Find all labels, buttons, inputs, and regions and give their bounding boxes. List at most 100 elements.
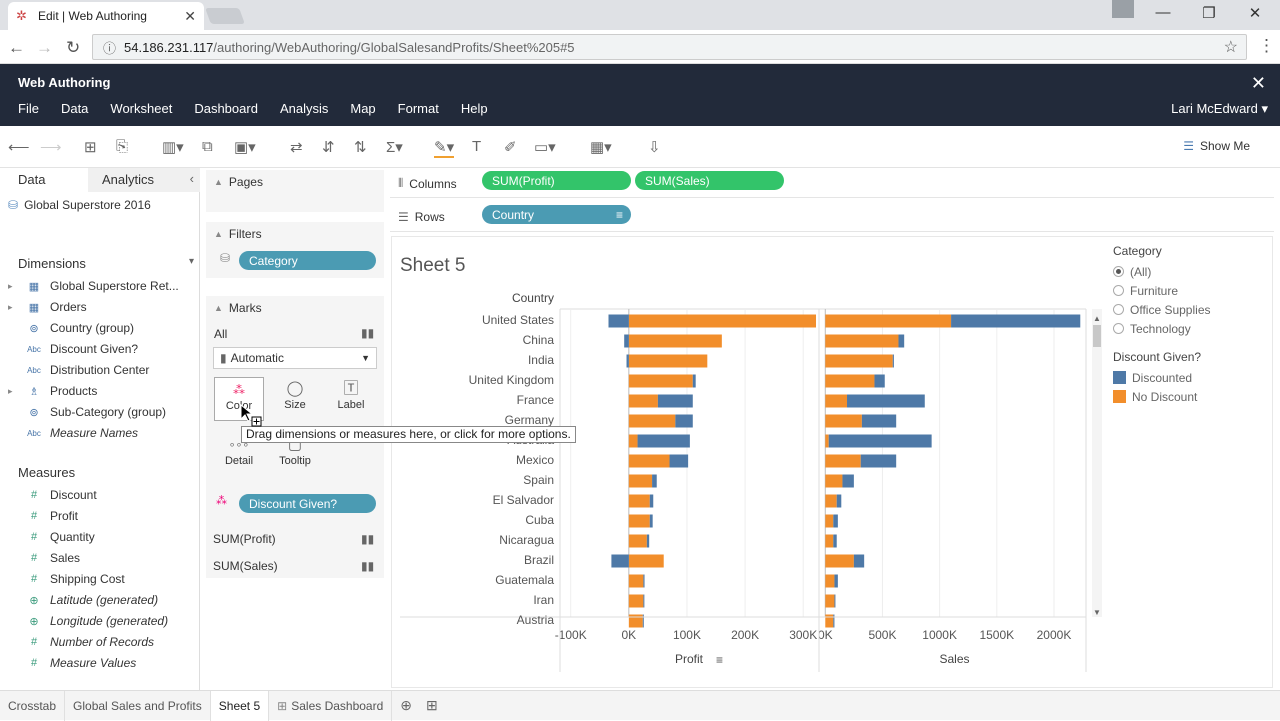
- close-tab-icon[interactable]: ✕: [184, 7, 196, 24]
- collapse-pages-icon[interactable]: ▲: [214, 177, 223, 187]
- new-datasource-icon[interactable]: ⊞: [84, 139, 97, 156]
- discount-given-color-pill[interactable]: Discount Given?: [239, 494, 376, 513]
- bar-chart[interactable]: Country -100K 0K 100K 200K 300K Profit 0K 500K 10…: [392, 287, 1104, 687]
- sum-profit-marks[interactable]: SUM(Profit): [213, 532, 276, 546]
- measure-field[interactable]: # Profit: [0, 506, 78, 526]
- sum-sales-marks[interactable]: SUM(Sales): [213, 559, 278, 573]
- close-authoring-icon[interactable]: ✕: [1250, 73, 1266, 93]
- collapse-filters-icon[interactable]: ▲: [214, 229, 223, 239]
- clear-sheet-icon[interactable]: ▣▾: [234, 139, 256, 156]
- dimension-field[interactable]: ▸ ▦ Global Superstore Ret...: [0, 276, 179, 296]
- category-filter-pill[interactable]: Category: [239, 251, 376, 270]
- redo-icon[interactable]: ⟶: [40, 139, 62, 156]
- dimension-field[interactable]: Abc Discount Given?: [0, 339, 138, 359]
- show-labels-icon[interactable]: T: [472, 138, 482, 155]
- tab-analytics[interactable]: Analytics ‹: [88, 168, 200, 192]
- expand-icon[interactable]: ▸: [8, 280, 13, 291]
- filters-card[interactable]: ▲ Filters ⛁ Category: [206, 222, 384, 278]
- menu-file[interactable]: File: [18, 101, 39, 116]
- url-input[interactable]: ⓘ 54.186.231.117/authoring/WebAuthoring/…: [92, 34, 1247, 60]
- measure-field[interactable]: # Discount: [0, 485, 97, 505]
- user-menu[interactable]: Lari McEdward ▾: [1171, 101, 1268, 116]
- presentation-icon[interactable]: ▦▾: [590, 139, 612, 156]
- menu-data[interactable]: Data: [60, 101, 89, 116]
- sum-profit-pill[interactable]: SUM(Profit): [482, 171, 631, 190]
- expand-icon[interactable]: ▸: [8, 301, 13, 312]
- country-row-pill[interactable]: Country ≡: [482, 205, 631, 224]
- tab-crosstab[interactable]: Crosstab: [0, 690, 66, 721]
- profile-icon[interactable]: [1112, 0, 1134, 18]
- measure-field[interactable]: # Shipping Cost: [0, 569, 125, 589]
- format-icon[interactable]: ✐: [504, 139, 517, 156]
- measure-field[interactable]: # Number of Records: [0, 632, 154, 652]
- tab-sales-dashboard[interactable]: ⊞ Sales Dashboard: [269, 690, 393, 721]
- measure-field[interactable]: # Measure Values: [0, 653, 136, 673]
- duplicate-sheet-icon[interactable]: ⧉: [202, 138, 213, 155]
- swap-icon[interactable]: ⇄: [290, 139, 303, 156]
- measure-field[interactable]: ⊕ Longitude (generated): [0, 611, 168, 631]
- menu-help[interactable]: Help: [460, 101, 488, 116]
- category-option-office-supplies[interactable]: Office Supplies: [1113, 300, 1211, 319]
- tab-data[interactable]: Data: [18, 172, 46, 187]
- sum-sales-pill[interactable]: SUM(Sales): [635, 171, 784, 190]
- pause-updates-icon[interactable]: ⎘: [116, 138, 129, 155]
- dimension-field[interactable]: Abc Distribution Center: [0, 360, 149, 380]
- sort-descending-icon[interactable]: ⇅: [354, 139, 367, 156]
- dimension-field[interactable]: ⊚ Country (group): [0, 318, 134, 338]
- size-button[interactable]: ◯ Size: [270, 377, 320, 421]
- bar-profit-no-discount: [628, 574, 644, 588]
- legend-discounted[interactable]: Discounted: [1113, 368, 1211, 387]
- legend-no-discount[interactable]: No Discount: [1113, 387, 1211, 406]
- new-worksheet-icon[interactable]: ▥▾: [162, 139, 184, 156]
- download-icon[interactable]: ⇩: [648, 139, 661, 156]
- highlight-icon[interactable]: ✎▾: [434, 139, 455, 158]
- new-worksheet-tab-icon[interactable]: ⊕: [400, 697, 413, 713]
- datasource-item[interactable]: ⛁ Global Superstore 2016: [8, 198, 151, 212]
- label-button[interactable]: 🅃 Label: [326, 377, 376, 421]
- collapse-pane-icon[interactable]: ‹: [189, 171, 194, 186]
- window-close-icon[interactable]: ✕: [1248, 5, 1262, 22]
- tab-global-sales-and-profits[interactable]: Global Sales and Profits: [65, 690, 211, 721]
- measure-field[interactable]: # Sales: [0, 548, 80, 568]
- dimension-field[interactable]: Abc Measure Names: [0, 423, 138, 443]
- back-icon[interactable]: ←: [8, 38, 25, 57]
- info-icon[interactable]: ⓘ: [103, 40, 117, 56]
- dimension-field[interactable]: ▸ ▦ Orders: [0, 297, 87, 317]
- menu-format[interactable]: Format: [397, 101, 439, 116]
- category-option-furniture[interactable]: Furniture: [1113, 281, 1211, 300]
- category-option-technology[interactable]: Technology: [1113, 319, 1211, 338]
- columns-shelf[interactable]: ⦀ Columns SUM(Profit) SUM(Sales): [390, 168, 1274, 198]
- dimensions-header[interactable]: Dimensions ▾: [18, 256, 194, 271]
- sort-indicator-icon[interactable]: ≡: [615, 207, 623, 222]
- menu-analysis[interactable]: Analysis: [279, 101, 329, 116]
- dimension-field[interactable]: ▸ ♗ Products: [0, 381, 97, 401]
- expand-icon[interactable]: ▸: [8, 385, 13, 396]
- browser-menu-icon[interactable]: ⋮: [1258, 36, 1275, 55]
- measure-field[interactable]: ⊕ Latitude (generated): [0, 590, 158, 610]
- browser-tab[interactable]: ✲ Edit | Web Authoring ✕: [8, 2, 204, 30]
- tab-sheet-5[interactable]: Sheet 5: [210, 690, 270, 721]
- mark-type-select[interactable]: ▮ Automatic ▼: [213, 347, 377, 369]
- minimize-icon[interactable]: —: [1155, 4, 1171, 21]
- forward-icon[interactable]: →: [36, 38, 53, 57]
- totals-icon[interactable]: Σ▾: [386, 139, 403, 156]
- menu-dashboard[interactable]: Dashboard: [194, 101, 258, 116]
- rows-shelf[interactable]: ☰ Rows Country ≡: [390, 202, 1274, 232]
- category-option-all[interactable]: (All): [1113, 262, 1211, 281]
- dimensions-menu-icon[interactable]: ▾: [188, 256, 194, 267]
- menu-map[interactable]: Map: [350, 101, 376, 116]
- pages-card[interactable]: ▲ Pages: [206, 170, 384, 212]
- menu-worksheet[interactable]: Worksheet: [110, 101, 173, 116]
- new-tab-button[interactable]: [205, 8, 245, 24]
- fit-icon[interactable]: ▭▾: [534, 139, 556, 156]
- collapse-marks-icon[interactable]: ▲: [214, 303, 223, 313]
- undo-icon[interactable]: ⟵: [8, 139, 30, 156]
- measure-field[interactable]: # Quantity: [0, 527, 95, 547]
- bookmark-star-icon[interactable]: ☆: [1223, 39, 1238, 56]
- restore-icon[interactable]: ❐: [1202, 5, 1216, 22]
- show-me-button[interactable]: ☰ Show Me: [1183, 139, 1250, 153]
- reload-icon[interactable]: ↻: [66, 38, 81, 57]
- dimension-field[interactable]: ⊚ Sub-Category (group): [0, 402, 166, 422]
- sort-ascending-icon[interactable]: ⇵: [322, 139, 335, 156]
- new-dashboard-tab-icon[interactable]: ⊞: [426, 697, 438, 713]
